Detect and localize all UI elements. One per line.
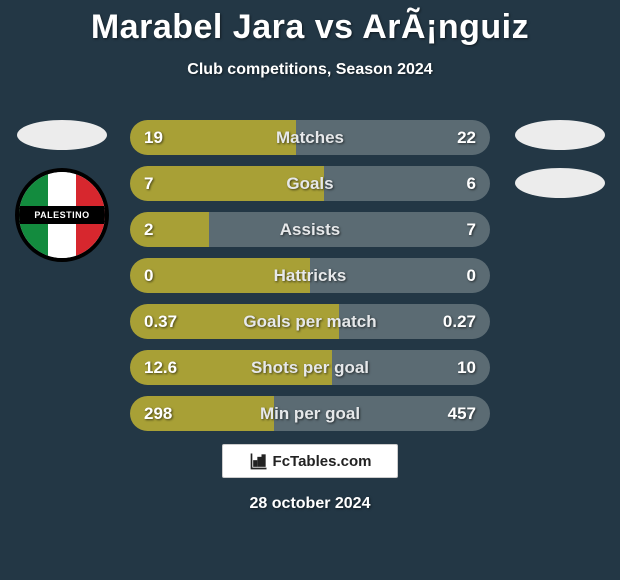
stat-label: Shots per goal [251,358,369,378]
page-title: Marabel Jara vs ArÃ¡nguiz [0,0,620,47]
stat-bar-left [130,212,209,247]
stat-label: Matches [276,128,344,148]
team-logo-placeholder [17,120,107,150]
comparison-card: Marabel Jara vs ArÃ¡nguiz Club competiti… [0,0,620,580]
stat-label: Hattricks [274,266,347,286]
team-logo-placeholder [515,168,605,198]
stat-row: Goals 7 6 [130,166,490,201]
stat-label: Goals per match [243,312,376,332]
stat-value-right: 0 [467,266,476,286]
team-logo-placeholder [515,120,605,150]
stat-value-right: 22 [457,128,476,148]
stat-row: Assists 2 7 [130,212,490,247]
stat-value-right: 7 [467,220,476,240]
stat-value-left: 298 [144,404,172,424]
stat-row: Goals per match 0.37 0.27 [130,304,490,339]
stat-label: Min per goal [260,404,360,424]
subtitle: Club competitions, Season 2024 [0,61,620,79]
stat-row: Shots per goal 12.6 10 [130,350,490,385]
stat-value-right: 0.27 [443,312,476,332]
left-team-logos: PALESTINO [15,120,109,262]
stat-value-left: 12.6 [144,358,177,378]
stat-value-right: 6 [467,174,476,194]
right-team-logos [515,120,605,198]
stat-bar-right [324,166,490,201]
stat-value-left: 7 [144,174,153,194]
stat-bar-right [209,212,490,247]
palestino-logo: PALESTINO [15,168,109,262]
stat-row: Min per goal 298 457 [130,396,490,431]
palestino-band-text: PALESTINO [19,206,105,223]
brand-text: FcTables.com [273,453,372,470]
stat-value-right: 457 [448,404,476,424]
stats-list: Matches 19 22 Goals 7 6 Assists 2 7 Hattricks 0 0 Go… [130,120,490,431]
brand-badge: FcTables.com [222,444,398,478]
stat-label: Assists [280,220,340,240]
stat-value-left: 0 [144,266,153,286]
stat-row: Matches 19 22 [130,120,490,155]
stat-value-left: 0.37 [144,312,177,332]
stat-label: Goals [286,174,333,194]
date-text: 28 october 2024 [250,495,371,513]
stat-value-right: 10 [457,358,476,378]
stat-value-left: 19 [144,128,163,148]
stat-row: Hattricks 0 0 [130,258,490,293]
stat-value-left: 2 [144,220,153,240]
chart-icon [249,451,269,471]
